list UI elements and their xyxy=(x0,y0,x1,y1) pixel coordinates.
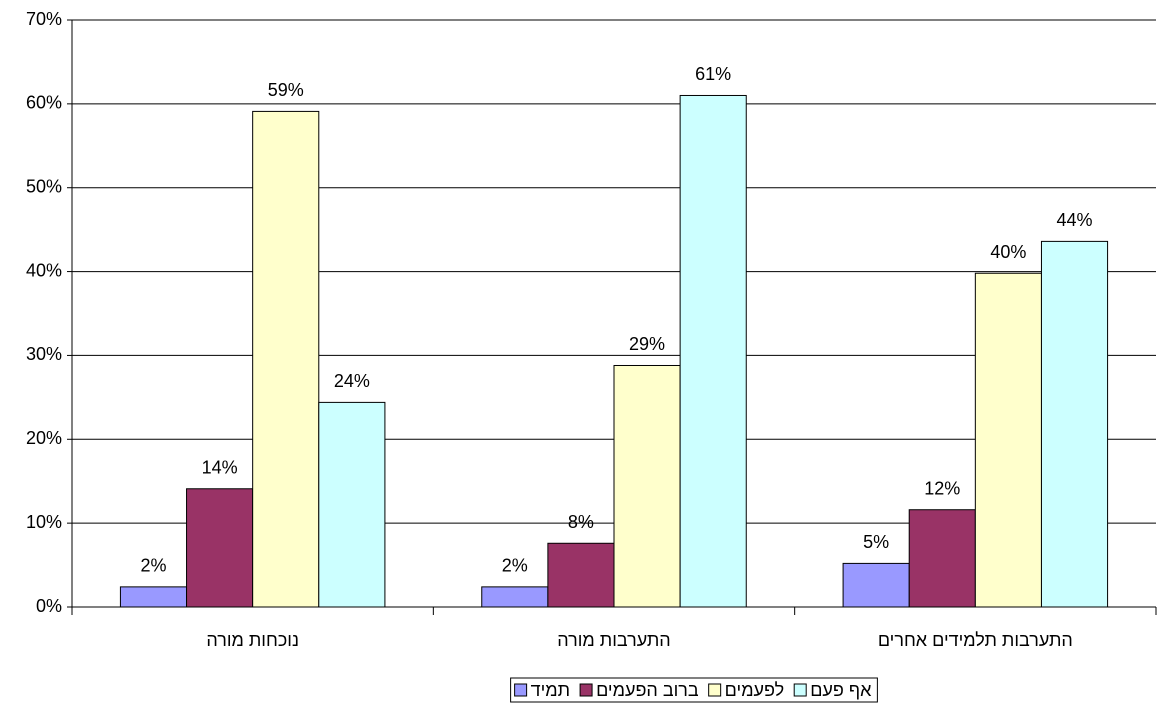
bar xyxy=(547,542,615,608)
legend-label: לפעמים xyxy=(725,680,785,700)
bar xyxy=(974,272,1042,608)
bar xyxy=(613,364,681,608)
data-label: 2% xyxy=(140,556,166,576)
data-label: 29% xyxy=(629,334,665,354)
bar xyxy=(252,110,320,608)
legend: תמיד ברוב הפעמים לפעמים אף פעם xyxy=(510,677,878,703)
bar xyxy=(1040,240,1109,608)
data-label: 59% xyxy=(268,80,304,100)
data-label: 2% xyxy=(502,556,528,576)
legend-swatch xyxy=(708,683,722,697)
legend-swatch xyxy=(514,683,528,697)
x-tick-label: נוכחות מורה xyxy=(206,630,299,650)
bar xyxy=(186,488,254,608)
y-tick-label: 40% xyxy=(26,260,62,280)
y-tick-label: 0% xyxy=(36,596,62,616)
y-tick-label: 20% xyxy=(26,428,62,448)
data-label: 24% xyxy=(334,371,370,391)
bar xyxy=(481,586,549,608)
y-tick-label: 30% xyxy=(26,344,62,364)
data-label: 8% xyxy=(568,512,594,532)
data-label: 14% xyxy=(202,458,238,478)
data-label: 44% xyxy=(1057,210,1093,230)
y-tick-label: 10% xyxy=(26,512,62,532)
legend-box xyxy=(510,677,878,703)
data-label: 61% xyxy=(695,64,731,84)
x-tick-label: התערבות תלמידים אחרים xyxy=(878,630,1073,650)
bar xyxy=(842,562,910,608)
y-tick-label: 60% xyxy=(26,93,62,113)
bar xyxy=(908,509,976,608)
legend-swatch xyxy=(579,683,593,697)
data-label: 12% xyxy=(924,478,960,498)
x-tick-label: התערבות מורה xyxy=(557,630,670,650)
y-tick-label: 70% xyxy=(26,9,62,29)
data-label: 5% xyxy=(863,532,889,552)
legend-label: תמיד xyxy=(531,680,570,700)
y-tick-label: 50% xyxy=(26,176,62,196)
bar xyxy=(119,586,188,608)
data-label: 40% xyxy=(990,242,1026,262)
legend-label: ברוב הפעמים xyxy=(596,680,699,700)
bar xyxy=(679,94,747,608)
legend-swatch xyxy=(793,683,807,697)
legend-label: אף פעם xyxy=(810,680,872,700)
bar xyxy=(318,401,386,608)
